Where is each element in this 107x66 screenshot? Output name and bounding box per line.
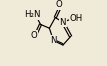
Text: N: N [50,36,57,45]
Text: N: N [59,17,66,27]
Text: H₂N: H₂N [24,10,41,19]
Text: O: O [31,31,38,40]
Text: O: O [56,0,62,9]
Text: OH: OH [70,14,83,23]
